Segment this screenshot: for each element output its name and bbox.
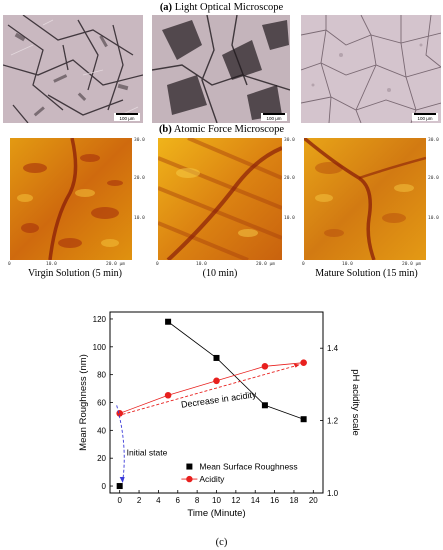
scalebar-label: 100 μm — [266, 116, 282, 121]
x-tick-label: 6 — [176, 496, 181, 505]
afm3-ytick: 20.0 — [428, 176, 439, 181]
y-tick-label: 100 — [93, 343, 107, 352]
afm-image-mature — [302, 136, 427, 261]
y-tick-label: 40 — [97, 426, 106, 435]
roughness-point — [261, 402, 268, 409]
panel-a-caption: (a) Light Optical Microscope — [0, 2, 443, 13]
initial-state-arrow — [116, 405, 125, 482]
roughness-point — [165, 318, 172, 325]
x-tick-label: 20 — [309, 496, 318, 505]
panel-b-title: Atomic Force Microscope — [173, 124, 285, 135]
afm2-ytick: 30.0 — [284, 138, 295, 143]
initial-state-arrowhead — [119, 477, 125, 484]
acidity-point — [261, 363, 269, 370]
decrease-in-acidity-annotation: Decrease in acidity — [180, 389, 257, 410]
afm2-xtick: 0 — [156, 262, 159, 267]
afm1-xtick: 20.0 μm — [106, 262, 125, 267]
micrograph-virgin: 100 μm — [3, 15, 143, 123]
x-tick-label: 10 — [212, 496, 221, 505]
micrograph-mature: 100 μm — [301, 15, 441, 123]
micrograph-10min: 100 μm — [152, 15, 290, 123]
solution-label-mature: Mature Solution (15 min) — [315, 268, 418, 279]
acidity-series-line — [119, 362, 304, 414]
y2-tick-label: 1.0 — [327, 489, 339, 498]
x-tick-label: 16 — [270, 496, 279, 505]
scalebar-label: 100 μm — [119, 116, 135, 121]
afm1-ytick: 10.0 — [134, 216, 145, 221]
panel-a-title: Light Optical Microscope — [174, 2, 284, 13]
y2-tick-label: 1.2 — [327, 417, 339, 426]
y-tick-label: 120 — [93, 315, 107, 324]
panel-a-label: (a) — [159, 2, 173, 13]
afm1-ytick: 20.0 — [134, 176, 145, 181]
scalebar-virgin: 100 μm — [114, 113, 140, 121]
legend-roughness-marker — [186, 463, 193, 470]
x-tick-label: 0 — [117, 496, 122, 505]
roughness-point — [300, 416, 307, 423]
solution-label-10min: (10 min) — [202, 268, 238, 279]
x-tick-label: 2 — [137, 496, 142, 505]
scalebar-10min: 100 μm — [261, 113, 287, 121]
afm2-ytick: 10.0 — [284, 216, 295, 221]
afm2-xtick: 10.0 — [196, 262, 207, 267]
roughness-point — [116, 483, 123, 490]
afm3-xtick: 0 — [302, 262, 305, 267]
acidity-point — [164, 391, 172, 399]
afm1-ytick: 30.0 — [134, 138, 145, 143]
afm3-ytick: 10.0 — [428, 216, 439, 221]
afm3-ytick: 30.0 — [428, 138, 439, 143]
solution-label-virgin: Virgin Solution (5 min) — [28, 268, 122, 279]
afm-image-10min — [157, 136, 283, 262]
trend-arrowhead — [293, 363, 300, 368]
acidity-point — [300, 359, 307, 366]
x-tick-label: 8 — [195, 496, 200, 505]
afm-image-virgin — [10, 137, 132, 261]
afm2-ytick: 20.0 — [284, 176, 295, 181]
panel-b-caption: (b) Atomic Force Microscope — [0, 124, 443, 135]
x-tick-label: 4 — [156, 496, 161, 505]
acidity-point — [213, 377, 220, 385]
afm3-xtick: 20.0 μm — [402, 262, 421, 267]
y2-axis-label: pH acidity scale — [350, 369, 361, 436]
scalebar-label: 100 μm — [417, 116, 433, 121]
decrease-trend-arrow — [122, 364, 300, 415]
y-tick-label: 20 — [97, 454, 106, 463]
afm2-xtick: 20.0 μm — [256, 262, 275, 267]
x-tick-label: 14 — [251, 496, 260, 505]
y-tick-label: 60 — [97, 399, 106, 408]
x-tick-label: 12 — [231, 496, 240, 505]
x-axis-label: Time (Minute) — [187, 508, 245, 519]
roughness-point — [213, 354, 220, 361]
legend-roughness-label: Mean Surface Roughness — [199, 462, 297, 472]
panel-b-label: (b) — [158, 124, 172, 135]
y-tick-label: 0 — [102, 482, 107, 491]
afm1-xtick: 10.0 — [46, 262, 57, 267]
roughness-acidity-chart: 0 2 4 6 8 10 12 14 16 18 20 0 20 40 60 80 100 120 1.0 1.2 1.… — [78, 311, 361, 519]
afm3-xtick: 10.0 — [342, 262, 353, 267]
y-tick-label: 80 — [97, 371, 106, 380]
legend-acidity-marker — [186, 475, 193, 483]
x-tick-label: 18 — [290, 496, 299, 505]
legend-acidity-label: Acidity — [199, 474, 225, 484]
y2-tick-label: 1.4 — [327, 344, 339, 353]
afm1-xtick: 0 — [8, 262, 11, 267]
scalebar-mature: 100 μm — [412, 113, 438, 121]
y-axis-label: Mean Roughness (nm) — [78, 354, 89, 451]
panel-c-caption: (c) — [0, 537, 443, 548]
initial-state-annotation: Initial state — [127, 447, 168, 457]
panel-c-label: (c) — [215, 537, 228, 548]
